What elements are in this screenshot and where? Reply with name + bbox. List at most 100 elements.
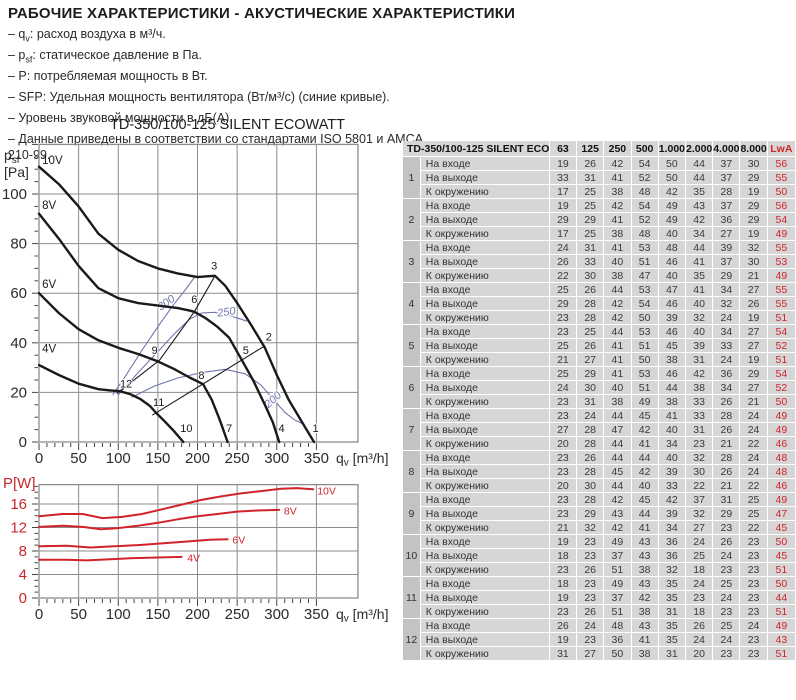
lwa-value-cell: 49 xyxy=(767,619,795,632)
freq-value-cell: 40 xyxy=(631,479,658,492)
freq-value-cell: 23 xyxy=(549,325,577,338)
freq-value-cell: 39 xyxy=(713,241,740,254)
freq-value-cell: 54 xyxy=(631,297,658,310)
page-title: РАБОЧИЕ ХАРАКТЕРИСТИКИ - АКУСТИЧЕСКИЕ ХА… xyxy=(8,5,516,22)
freq-value-cell: 23 xyxy=(713,521,740,534)
x-tick-label: 300 xyxy=(264,606,289,623)
freq-value-cell: 23 xyxy=(740,647,767,660)
power-curve-8V xyxy=(38,508,281,531)
freq-value-cell: 45 xyxy=(631,493,658,506)
freq-value-cell: 38 xyxy=(604,269,631,282)
freq-value-cell: 32 xyxy=(713,297,740,310)
operating-point-label: 3 xyxy=(211,261,217,273)
x-tick-label: 250 xyxy=(225,450,250,467)
group-number-cell: 12 xyxy=(403,619,420,660)
table-row: На выходе 27 28 47 42 40 31 26 24 49 xyxy=(403,423,795,436)
freq-value-cell: 23 xyxy=(577,535,604,548)
power-curve-4V xyxy=(38,555,183,562)
freq-value-cell: 33 xyxy=(658,479,685,492)
freq-value-cell: 26 xyxy=(577,451,604,464)
freq-value-cell: 26 xyxy=(713,395,740,408)
freq-value-cell: 24 xyxy=(740,451,767,464)
freq-value-cell: 52 xyxy=(631,171,658,184)
chart-title: TD-350/100-125 SILENT ECOWATT xyxy=(109,117,346,133)
freq-value-cell: 27 xyxy=(740,339,767,352)
freq-value-cell: 37 xyxy=(713,255,740,268)
fan-curve-4V xyxy=(37,363,185,444)
freq-value-cell: 50 xyxy=(631,311,658,324)
freq-value-cell: 36 xyxy=(713,213,740,226)
freq-value-cell: 41 xyxy=(631,437,658,450)
lwa-value-cell: 55 xyxy=(767,171,795,184)
freq-value-cell: 26 xyxy=(549,255,577,268)
freq-value-cell: 28 xyxy=(577,465,604,478)
freq-value-cell: 29 xyxy=(713,269,740,282)
freq-value-cell: 24 xyxy=(549,381,577,394)
freq-value-cell: 44 xyxy=(604,325,631,338)
freq-value-cell: 23 xyxy=(577,633,604,646)
operating-point-label: 9 xyxy=(152,345,158,357)
table-row: На выходе 26 33 40 51 46 41 37 30 53 xyxy=(403,255,795,268)
y-axis-title: psf xyxy=(4,147,20,166)
freq-value-cell: 25 xyxy=(549,339,577,352)
freq-value-cell: 25 xyxy=(713,577,740,590)
freq-value-cell: 21 xyxy=(740,269,767,282)
lwa-value-cell: 56 xyxy=(767,199,795,212)
lwa-value-cell: 49 xyxy=(767,423,795,436)
system-line xyxy=(152,345,266,416)
freq-value-cell: 24 xyxy=(713,549,740,562)
freq-value-cell: 25 xyxy=(740,507,767,520)
row-label-cell: К окружению xyxy=(420,311,549,324)
lwa-value-cell: 51 xyxy=(767,311,795,324)
freq-value-cell: 44 xyxy=(631,451,658,464)
freq-value-cell: 25 xyxy=(577,325,604,338)
freq-value-cell: 44 xyxy=(604,409,631,422)
lwa-value-cell: 52 xyxy=(767,339,795,352)
freq-value-cell: 34 xyxy=(713,283,740,296)
freq-value-cell: 27 xyxy=(713,227,740,240)
row-label-cell: К окружению xyxy=(420,563,549,576)
freq-value-cell: 36 xyxy=(658,549,685,562)
freq-value-cell: 32 xyxy=(685,311,713,324)
lwa-value-cell: 46 xyxy=(767,479,795,492)
group-number-cell: 9 xyxy=(403,493,420,534)
freq-value-cell: 49 xyxy=(658,199,685,212)
freq-value-cell: 23 xyxy=(577,549,604,562)
freq-header-4000: 4.000 xyxy=(713,141,740,156)
freq-value-cell: 25 xyxy=(549,283,577,296)
freq-value-cell: 31 xyxy=(685,423,713,436)
sfp-curve-label: 250 xyxy=(216,305,238,320)
row-label-cell: На входе xyxy=(420,241,549,254)
freq-value-cell: 28 xyxy=(577,493,604,506)
freq-value-cell: 33 xyxy=(713,339,740,352)
freq-value-cell: 29 xyxy=(740,171,767,184)
table-row: На выходе 19 23 36 41 35 24 24 23 43 xyxy=(403,633,795,646)
operating-point-label: 12 xyxy=(120,378,132,390)
power-curve-label: 4V xyxy=(187,553,200,565)
freq-value-cell: 22 xyxy=(740,437,767,450)
freq-value-cell: 26 xyxy=(713,423,740,436)
y-tick-label: 80 xyxy=(10,236,27,253)
x-axis-title: qv [m³/h] xyxy=(336,450,388,469)
freq-value-cell: 41 xyxy=(604,353,631,366)
table-header-row: TD-350/100-125 SILENT ECOWATT 63 125 250… xyxy=(403,141,795,156)
table-model-header: TD-350/100-125 SILENT ECOWATT xyxy=(403,141,549,156)
freq-header-125: 125 xyxy=(577,141,604,156)
freq-value-cell: 25 xyxy=(685,549,713,562)
table-row: 11 На входе 18 23 49 43 35 24 25 23 50 xyxy=(403,577,795,618)
freq-value-cell: 46 xyxy=(658,255,685,268)
operating-point-label: 5 xyxy=(243,345,249,357)
freq-value-cell: 42 xyxy=(685,213,713,226)
freq-value-cell: 49 xyxy=(631,395,658,408)
row-label-cell: На входе xyxy=(420,493,549,506)
pressure-flow-chart: 0 50 100 150 200 250 300 350 0 20 40 60 80 100 qv [m³/… xyxy=(2,143,388,469)
freq-value-cell: 28 xyxy=(713,185,740,198)
lwa-value-cell: 49 xyxy=(767,269,795,282)
freq-value-cell: 21 xyxy=(549,521,577,534)
freq-value-cell: 25 xyxy=(740,493,767,506)
table-row: На выходе 19 23 37 42 35 23 24 23 44 xyxy=(403,591,795,604)
freq-value-cell: 19 xyxy=(549,199,577,212)
freq-value-cell: 26 xyxy=(549,619,577,632)
freq-value-cell: 42 xyxy=(631,465,658,478)
freq-value-cell: 18 xyxy=(549,577,577,590)
